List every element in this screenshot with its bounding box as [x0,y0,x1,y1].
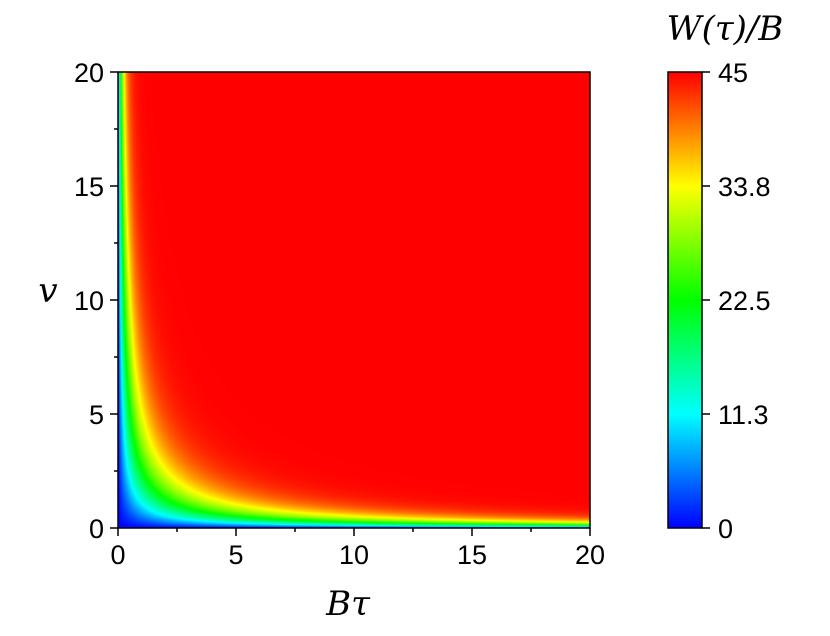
y-axis: 0 5 10 15 20 [74,58,118,544]
x-axis-label: Bτ [325,584,371,624]
x-tick-label: 0 [110,540,125,570]
y-axis-label: v [38,271,57,311]
colorbar-tick-label: 33.8 [718,172,771,202]
colorbar-tick-label: 0 [718,514,733,544]
colorbar-axis: 0 11.3 22.5 33.8 45 [702,58,771,544]
y-tick-label: 20 [74,58,104,88]
heatmap-image [118,72,590,528]
colorbar-tick-label: 11.3 [718,400,769,430]
x-tick-label: 15 [457,540,487,570]
y-tick-label: 15 [74,172,104,202]
x-tick-label: 5 [228,540,243,570]
y-tick-label: 5 [89,400,104,430]
x-tick-label: 10 [339,540,369,570]
colorbar [667,71,703,529]
colorbar-tick-label: 22.5 [718,286,771,316]
colorbar-title: W(τ)/B [667,9,784,49]
y-tick-label: 10 [74,286,104,316]
y-tick-label: 0 [89,514,104,544]
plot-area [118,72,590,528]
x-tick-label: 20 [575,540,605,570]
x-axis: 0 5 10 15 20 [110,528,605,570]
colorbar-tick-label: 45 [718,58,748,88]
